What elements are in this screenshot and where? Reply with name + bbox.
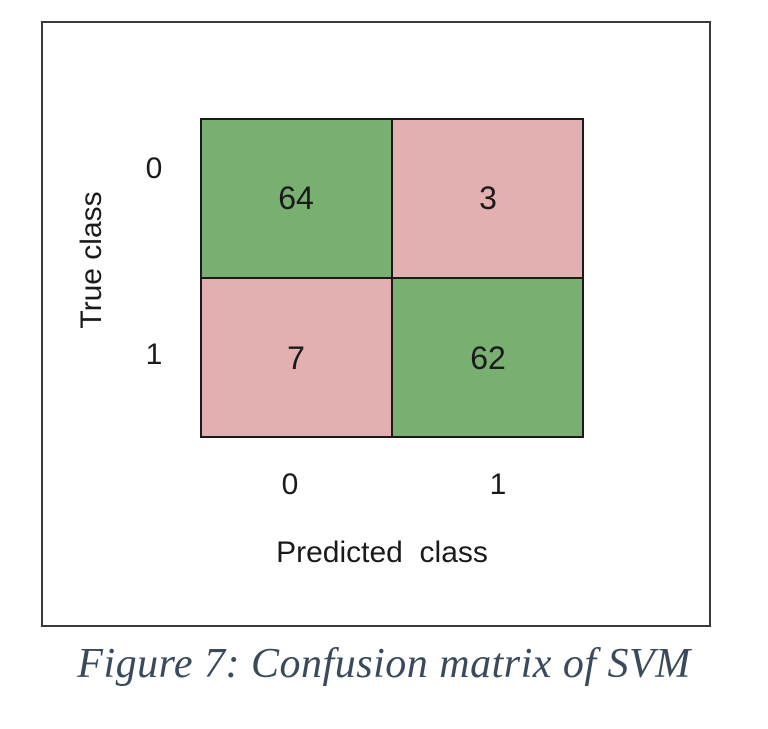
cell-r0-c0	[200, 118, 393, 279]
cell-r1-c1	[391, 277, 584, 438]
x-tick-1: 1	[489, 468, 507, 501]
y-axis-label: True class	[75, 191, 108, 329]
cell-r0-c1	[391, 118, 584, 279]
confusion-matrix-svg: 64 3 7 62	[200, 118, 584, 438]
x-axis-label: Predicted class	[276, 536, 488, 569]
y-tick-0: 0	[145, 152, 163, 185]
cell-value-r1-c0: 7	[287, 340, 305, 376]
y-tick-1: 1	[145, 338, 163, 371]
cell-r1-c0	[200, 277, 393, 438]
cell-value-r1-c1: 62	[470, 340, 506, 376]
matrix-border	[200, 118, 584, 438]
cell-value-r0-c0: 64	[278, 180, 314, 216]
x-tick-0: 0	[281, 468, 299, 501]
cell-value-r0-c1: 3	[479, 180, 497, 216]
confusion-matrix: 64 3 7 62	[200, 118, 584, 438]
figure-caption: Figure 7: Confusion matrix of SVM	[77, 641, 691, 687]
